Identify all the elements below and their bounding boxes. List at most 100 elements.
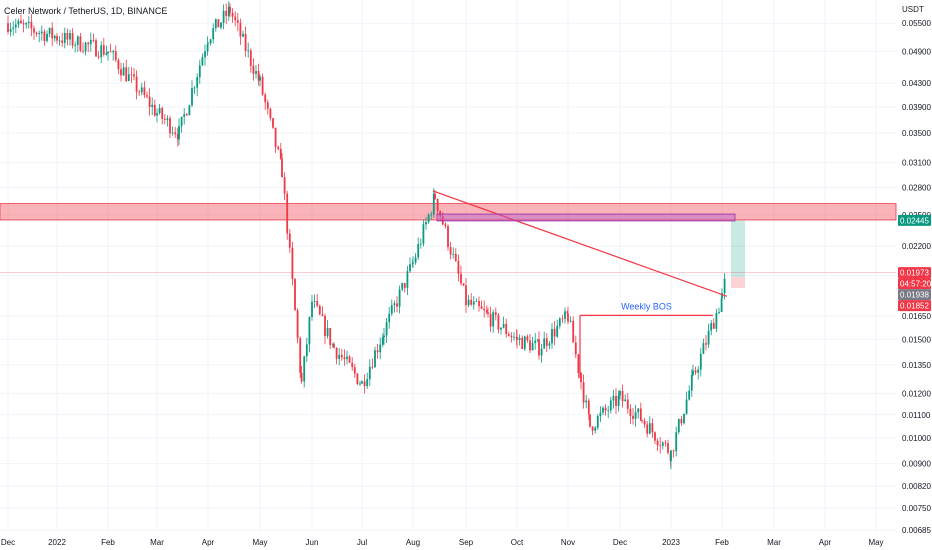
candle-body xyxy=(259,76,261,81)
resistance-zone-rect[interactable] xyxy=(0,203,897,221)
annotations[interactable]: Weekly BOS xyxy=(0,190,896,378)
candle xyxy=(183,108,186,125)
candle xyxy=(672,449,675,458)
candle-body xyxy=(229,6,231,13)
candle xyxy=(545,333,548,353)
candle-body xyxy=(209,39,212,44)
candle-body xyxy=(531,343,534,351)
candle xyxy=(564,307,566,324)
candle-body xyxy=(359,383,361,385)
candle xyxy=(648,416,651,435)
candle xyxy=(156,108,158,123)
candle-body xyxy=(500,327,502,330)
y-tick-label: 0.03500 xyxy=(902,129,931,138)
resistance-zone[interactable] xyxy=(0,203,897,221)
candle xyxy=(305,337,308,363)
y-tick-label: 0.01650 xyxy=(902,312,931,321)
candle xyxy=(348,355,351,364)
order-block-box[interactable] xyxy=(436,213,736,222)
candle xyxy=(335,347,338,365)
candle xyxy=(35,31,38,37)
candle xyxy=(138,89,141,96)
candle-body xyxy=(419,243,422,245)
candle-body xyxy=(436,198,439,212)
candle xyxy=(569,316,572,323)
candle xyxy=(84,41,87,56)
candle-body xyxy=(324,315,326,337)
candle-body xyxy=(379,344,382,353)
candle-body xyxy=(140,87,143,93)
candle-body xyxy=(721,293,723,299)
x-tick-label: Feb xyxy=(101,538,115,547)
candle-body xyxy=(171,132,174,134)
candle xyxy=(153,99,156,117)
candle-body xyxy=(534,340,537,344)
candle xyxy=(324,313,326,345)
candle-body xyxy=(707,330,710,345)
candle-body xyxy=(102,45,105,55)
candle-body xyxy=(449,247,452,255)
candle-body xyxy=(326,328,329,337)
candle xyxy=(359,380,361,386)
price-badge-text: 04:57:20 xyxy=(900,280,932,289)
y-tick-label: 0.02200 xyxy=(902,242,931,251)
candle-body xyxy=(161,108,164,119)
candle-body xyxy=(434,193,436,199)
candle-body xyxy=(269,108,272,119)
candle xyxy=(313,294,316,309)
candle-body xyxy=(220,22,222,28)
candle xyxy=(58,35,61,46)
candle-body xyxy=(225,10,228,16)
candle-body xyxy=(178,126,180,140)
candle-body xyxy=(193,87,196,89)
candle-body xyxy=(196,77,199,88)
candle xyxy=(715,308,718,333)
candle-body xyxy=(114,51,117,61)
candle-body xyxy=(247,50,250,52)
y-tick-label: 0.04300 xyxy=(902,79,931,88)
candle xyxy=(174,126,177,138)
candle-body xyxy=(465,285,467,306)
candle-body xyxy=(92,39,95,41)
candle-body xyxy=(353,367,356,374)
candle-body xyxy=(130,74,133,76)
candle-body xyxy=(239,22,242,37)
candle-body xyxy=(677,418,680,433)
candle xyxy=(697,366,700,380)
candle-body xyxy=(683,413,685,424)
candle xyxy=(615,387,617,414)
candle xyxy=(390,299,393,317)
candle xyxy=(158,103,161,115)
trendline[interactable] xyxy=(432,190,728,297)
time-axis[interactable]: Dec 2022 Feb Mar Apr May Jun Jul Aug Sep Oct Nov Dec… xyxy=(1,538,884,547)
candle xyxy=(561,314,564,323)
candle xyxy=(193,85,196,95)
candle xyxy=(447,224,449,251)
position-stop-area[interactable] xyxy=(731,276,745,289)
x-tick-label: Feb xyxy=(715,538,729,547)
candle xyxy=(589,414,591,428)
candle xyxy=(122,63,125,76)
position-target-area[interactable] xyxy=(731,220,745,277)
candle xyxy=(483,300,486,318)
candle-body xyxy=(632,415,634,419)
candle xyxy=(694,366,697,376)
candle-body xyxy=(510,335,513,338)
candles xyxy=(7,1,726,470)
candle-body xyxy=(207,43,209,45)
candle xyxy=(207,41,209,50)
candle xyxy=(333,342,335,349)
candle-body xyxy=(244,33,247,51)
candle-body xyxy=(543,338,546,349)
candle xyxy=(353,363,356,378)
candle xyxy=(379,337,382,360)
candle-body xyxy=(702,343,705,354)
candle-body xyxy=(227,6,230,16)
candle-body xyxy=(692,370,694,375)
candle xyxy=(66,28,69,46)
candle xyxy=(643,418,646,428)
candle xyxy=(465,278,467,313)
candle-body xyxy=(529,340,531,351)
candle-body xyxy=(120,69,122,76)
